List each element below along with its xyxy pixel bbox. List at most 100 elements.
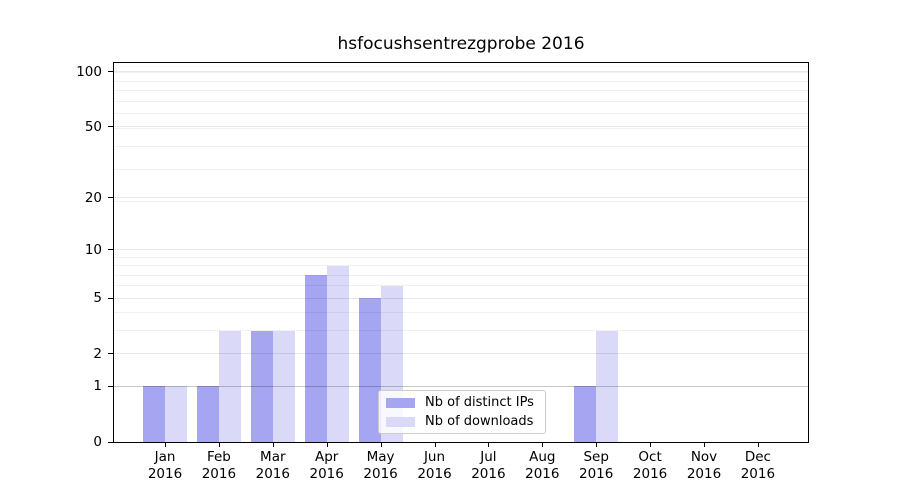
x-tick-mark <box>218 443 220 447</box>
x-tick-label: May 2016 <box>346 449 416 483</box>
y-tick-mark <box>108 126 114 127</box>
x-tick-label: Mar 2016 <box>238 449 308 483</box>
bar-distinct-ips <box>304 275 327 442</box>
y-axis-line <box>113 62 114 443</box>
legend: Nb of distinct IPs Nb of downloads <box>378 390 546 434</box>
x-axis-line <box>113 442 809 443</box>
x-tick-month: Apr <box>315 449 339 465</box>
x-tick-year: 2016 <box>686 466 722 482</box>
x-tick-label: Sep 2016 <box>561 449 631 483</box>
x-tick-mark <box>704 443 705 447</box>
x-tick-month: Aug <box>529 449 556 465</box>
plot-border-right <box>808 62 809 443</box>
gridline <box>114 197 808 199</box>
x-tick-month: Jan <box>154 449 176 465</box>
x-tick-mark <box>272 443 274 447</box>
gridline <box>114 127 808 129</box>
y-tick-mark <box>108 249 114 251</box>
y-tick-label: 20 <box>84 189 102 206</box>
x-tick-year: 2016 <box>632 466 668 482</box>
bar-downloads <box>326 265 349 442</box>
x-tick-year: 2016 <box>579 466 614 482</box>
x-tick-year: 2016 <box>309 466 344 482</box>
y-tick-mark <box>108 385 114 387</box>
legend-item-distinct-ips: Nb of distinct IPs <box>386 395 539 410</box>
y-tick-mark <box>108 353 114 355</box>
gridline <box>114 330 808 332</box>
y-tick-mark <box>108 197 114 199</box>
y-tick-label: 1 <box>93 378 102 395</box>
x-tick-label: Apr 2016 <box>292 449 362 483</box>
gridline <box>114 126 808 127</box>
x-tick-month: May <box>366 449 395 465</box>
x-tick-mark <box>165 443 166 447</box>
gridline <box>114 80 808 82</box>
y-tick-label: 10 <box>84 241 102 258</box>
x-tick-label: Nov 2016 <box>669 449 739 483</box>
x-tick-year: 2016 <box>525 466 560 482</box>
bar-downloads <box>165 386 187 442</box>
bar-downloads <box>596 330 619 442</box>
x-tick-label: Jul 2016 <box>453 449 523 483</box>
x-tick-year: 2016 <box>147 466 183 482</box>
gridline <box>114 249 808 251</box>
y-tick-label: 2 <box>93 345 102 362</box>
bar-distinct-ips <box>358 298 381 442</box>
x-tick-mark <box>380 443 382 447</box>
x-tick-label: Jan 2016 <box>130 449 200 483</box>
legend-swatch-downloads <box>386 416 415 427</box>
y-tick-label: 100 <box>76 63 102 80</box>
x-tick-month: Jul <box>480 449 497 465</box>
x-tick-month: Nov <box>690 449 718 465</box>
x-tick-label: Feb 2016 <box>184 449 254 483</box>
x-tick-month: Oct <box>638 449 662 465</box>
x-tick-label: Aug 2016 <box>507 449 577 483</box>
x-tick-mark <box>757 443 759 447</box>
x-tick-month: Jun <box>423 449 446 465</box>
bar-distinct-ips <box>250 330 273 442</box>
x-tick-mark <box>488 443 490 447</box>
x-tick-label: Jun 2016 <box>400 449 470 483</box>
y-tick-label: 50 <box>84 118 102 135</box>
y-tick-label: 5 <box>93 290 102 307</box>
gridline <box>114 285 808 287</box>
gridline <box>114 201 808 203</box>
x-tick-year: 2016 <box>740 466 776 482</box>
y-tick-mark <box>108 71 114 73</box>
legend-label-downloads: Nb of downloads <box>425 414 534 429</box>
x-tick-month: Mar <box>260 449 286 465</box>
y-tick-label: 0 <box>93 434 102 450</box>
x-tick-mark <box>542 443 544 447</box>
gridline <box>114 256 808 258</box>
bar-distinct-ips <box>143 386 165 442</box>
x-tick-month: Feb <box>206 449 231 465</box>
x-tick-year: 2016 <box>201 466 237 482</box>
gridline <box>114 145 808 147</box>
x-tick-year: 2016 <box>417 466 452 482</box>
chart-title: hsfocushsentrezgprobe 2016 <box>337 34 585 54</box>
x-tick-year: 2016 <box>471 466 506 482</box>
legend-swatch-distinct-ips <box>386 397 415 408</box>
gridline <box>114 100 808 102</box>
gridline <box>114 274 808 276</box>
x-tick-mark <box>434 443 436 447</box>
bar-downloads <box>272 330 295 442</box>
x-tick-label: Oct 2016 <box>615 449 685 483</box>
bar-distinct-ips <box>196 386 219 442</box>
gridline <box>114 312 808 314</box>
bar-downloads <box>218 330 241 442</box>
gridline <box>114 89 808 91</box>
y-tick-mark <box>108 297 114 299</box>
plot-border-top <box>113 62 809 63</box>
gridline <box>114 71 808 73</box>
gridline <box>114 72 808 73</box>
y-tick-mark <box>108 441 114 443</box>
gridline <box>114 385 808 387</box>
x-tick-mark <box>650 443 652 447</box>
legend-label-distinct-ips: Nb of distinct IPs <box>425 395 534 410</box>
gridline <box>114 265 808 267</box>
x-tick-year: 2016 <box>363 466 398 482</box>
x-tick-year: 2016 <box>255 466 290 482</box>
x-tick-label: Dec 2016 <box>723 449 793 483</box>
